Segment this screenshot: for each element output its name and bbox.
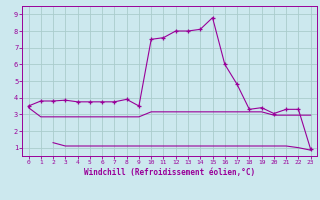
X-axis label: Windchill (Refroidissement éolien,°C): Windchill (Refroidissement éolien,°C) bbox=[84, 168, 255, 177]
